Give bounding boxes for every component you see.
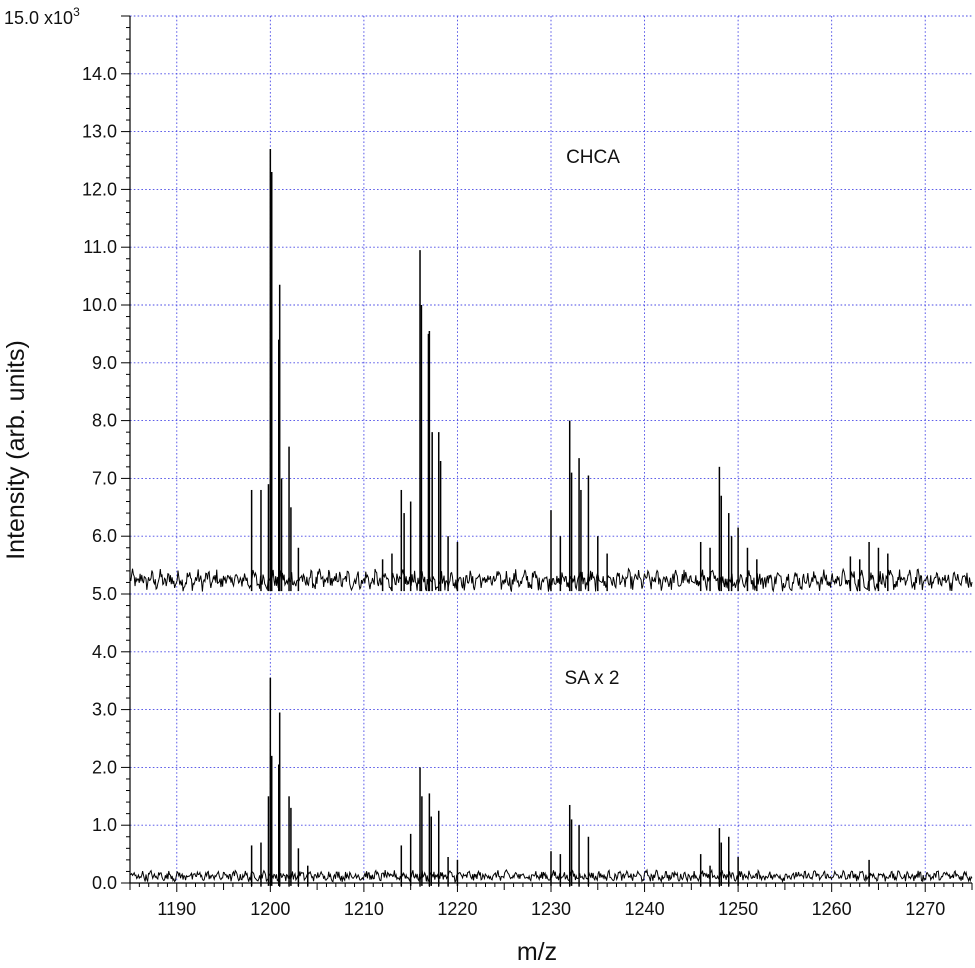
x-tick-label: 1240: [625, 899, 665, 919]
y-tick-label: 6.0: [92, 526, 117, 546]
series-label-sa: SA x 2: [565, 668, 620, 689]
y-tick-label: 11.0: [83, 237, 117, 257]
y-tick-label: 8.0: [92, 411, 117, 431]
x-tick-label: 1230: [531, 899, 571, 919]
y-tick-label: 3.0: [92, 700, 117, 720]
series-label-chca: CHCA: [566, 147, 620, 168]
y-tick-label: 12.0: [82, 179, 117, 199]
series-trace: [129, 148, 973, 593]
y-tick-label: 1.0: [92, 815, 117, 835]
y-multiplier-exponent: 3: [73, 5, 80, 19]
series-trace: [129, 677, 973, 886]
y-tick-label: 10.0: [82, 295, 117, 315]
y-top-tick-label: 15.0 x103: [4, 5, 80, 28]
x-tick-label: 1260: [812, 899, 852, 919]
y-tick-label: 2.0: [92, 757, 117, 777]
y-tick-label: 5.0: [92, 584, 117, 604]
y-tick-label: 9.0: [92, 353, 117, 373]
spectrum-traces: [129, 148, 973, 886]
x-tick-label: 1210: [344, 899, 384, 919]
x-tick-label: 1200: [250, 899, 290, 919]
y-tick-label: 0.0: [92, 873, 117, 893]
y-tick-label: 13.0: [82, 122, 117, 142]
y-axis-title: Intensity (arb. units): [2, 340, 30, 560]
x-tick-label: 1190: [157, 899, 196, 919]
y-tick-label: 14.0: [82, 64, 117, 84]
axis-ticks: 1190 1200 1210 1220 1230 1240 1250 1260 1270 0.0 1…: [4, 5, 973, 919]
x-tick-label: 1220: [437, 899, 477, 919]
x-tick-label: 1250: [718, 899, 758, 919]
y-tick-label: 7.0: [92, 468, 117, 488]
y-tick-label: 4.0: [92, 642, 117, 662]
x-axis-title: m/z: [517, 938, 557, 966]
x-tick-label: 1270: [905, 899, 945, 919]
